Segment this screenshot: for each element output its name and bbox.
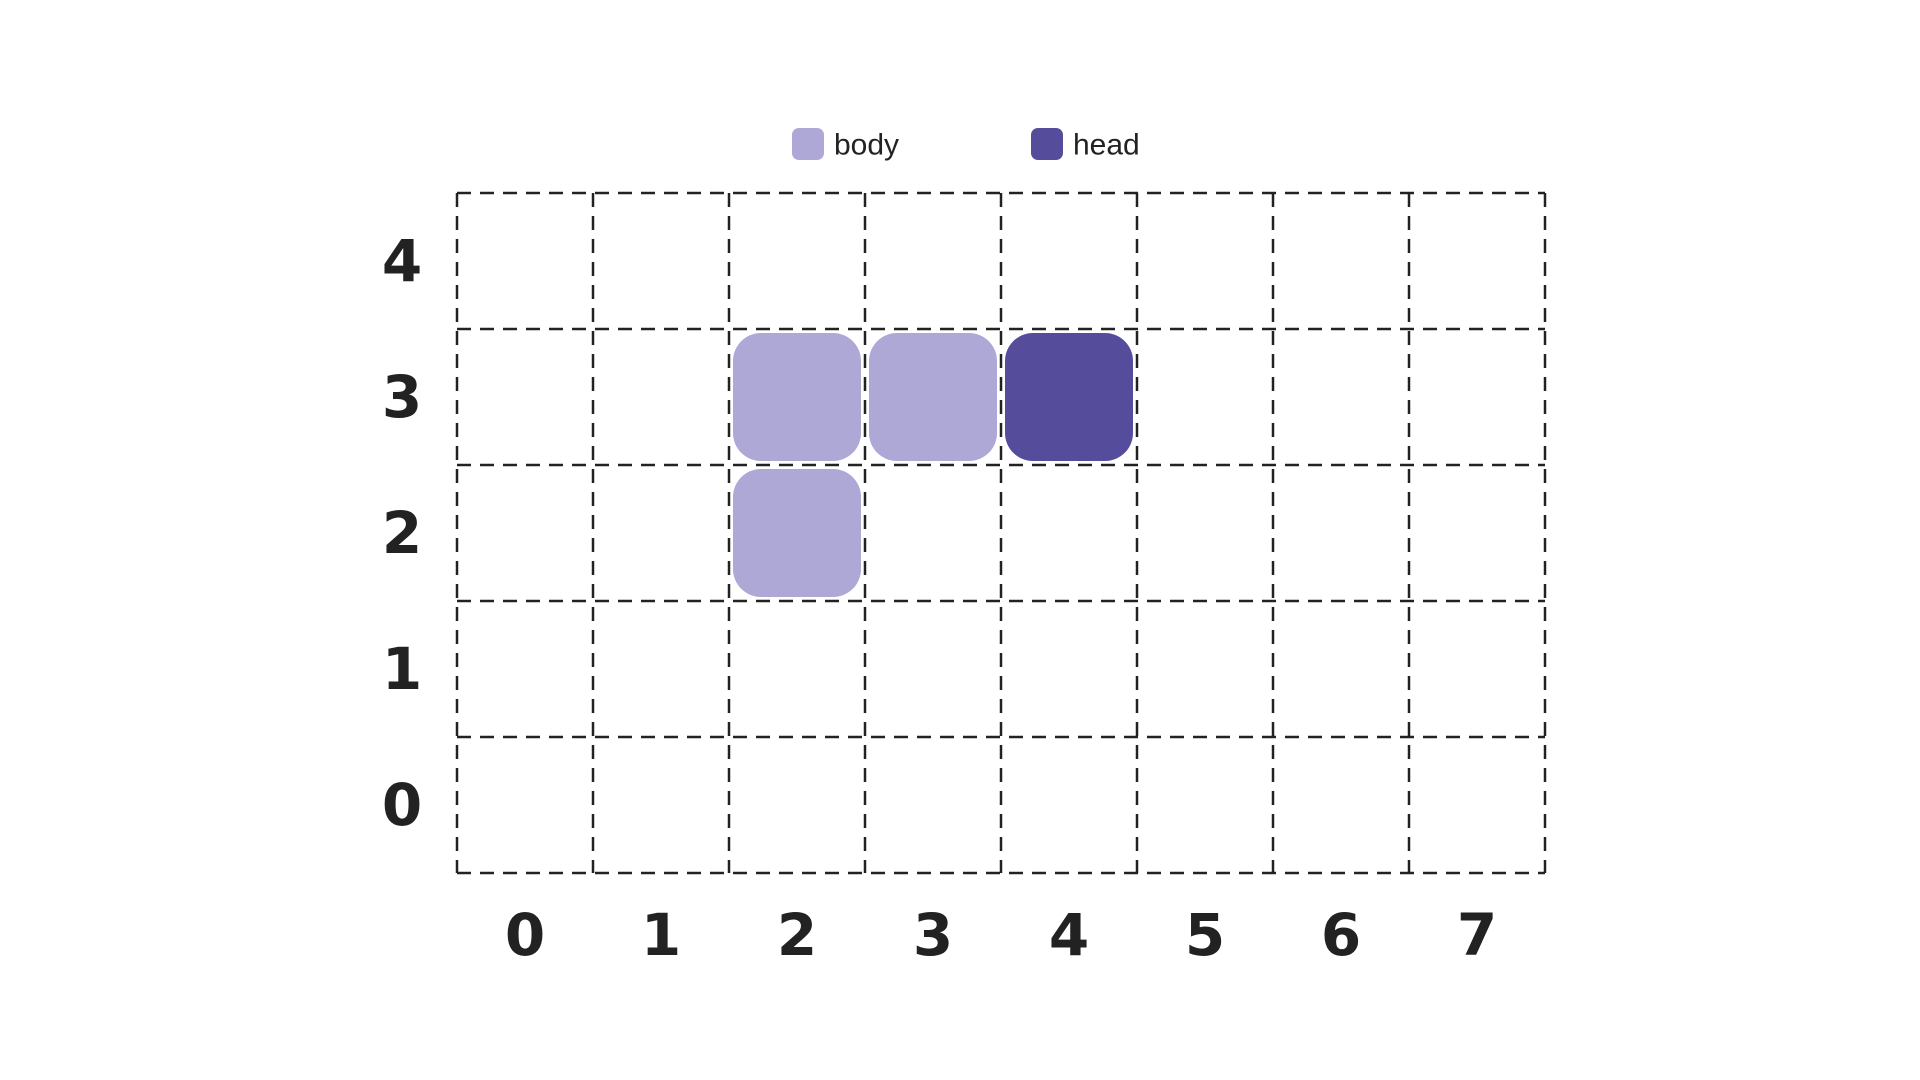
legend: body head [792,128,1140,162]
x-axis-label: 3 [913,901,953,969]
y-axis-label: 4 [382,227,422,295]
x-axis-label: 4 [1049,901,1089,969]
y-axis-label: 1 [382,635,422,703]
legend-label-body: body [834,129,899,162]
legend-swatch-body [792,128,824,160]
x-axis-label: 0 [505,901,545,969]
y-axis-label: 3 [382,363,422,431]
snake-body-cell [869,333,997,461]
x-axis-label: 2 [777,901,817,969]
y-axis-labels: 0 1 2 3 4 [382,227,422,839]
x-axis-label: 1 [641,901,681,969]
x-axis-label: 6 [1321,901,1361,969]
y-axis-label: 2 [382,499,422,567]
x-axis-label: 5 [1185,901,1225,969]
y-axis-label: 0 [382,771,422,839]
x-axis-label: 7 [1457,901,1497,969]
legend-label-head: head [1073,129,1140,162]
grid-lines [455,191,1547,875]
snake-body-cell [733,469,861,597]
snake-cells [733,333,1133,597]
x-axis-labels: 0 1 2 3 4 5 6 7 [505,901,1497,969]
snake-body-cell [733,333,861,461]
legend-swatch-head [1031,128,1063,160]
snake-head-cell [1005,333,1133,461]
